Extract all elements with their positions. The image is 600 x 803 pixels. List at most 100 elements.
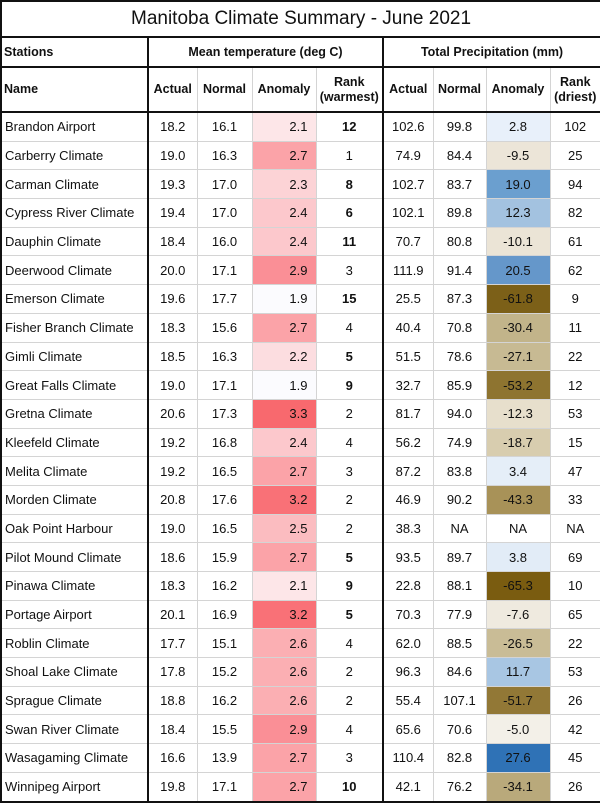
precip-anomaly-cell: -18.7 bbox=[485, 427, 551, 458]
temp-rank-cell: 4 bbox=[315, 427, 384, 458]
precip-actual-cell: 96.3 bbox=[382, 657, 434, 687]
precip-anomaly-cell: 12.3 bbox=[485, 198, 551, 228]
station-name-cell: Pilot Mound Climate bbox=[0, 542, 149, 572]
precip-anomaly-cell: 27.6 bbox=[485, 743, 551, 773]
temp-rank-cell: 12 bbox=[315, 111, 384, 142]
group-header-stations: Stations bbox=[0, 36, 149, 68]
table-row: Gimli Climate 18.5 16.3 2.2 5 51.5 78.6 -27.1 22 bbox=[0, 341, 600, 372]
temp-actual-cell: 18.6 bbox=[147, 542, 198, 572]
temp-actual-cell: 19.0 bbox=[147, 513, 198, 544]
col-header-temp-rank: Rank (warmest) bbox=[315, 66, 384, 113]
precip-anomaly-cell: -7.6 bbox=[485, 599, 551, 630]
temp-rank-cell: 2 bbox=[315, 398, 384, 429]
station-name-cell: Gimli Climate bbox=[0, 341, 149, 372]
precip-actual-cell: 55.4 bbox=[382, 685, 434, 716]
station-name-cell: Cypress River Climate bbox=[0, 198, 149, 228]
temp-normal-cell: 15.1 bbox=[196, 628, 253, 659]
table-row: Fisher Branch Climate 18.3 15.6 2.7 4 40.4 70.… bbox=[0, 312, 600, 343]
precip-normal-cell: 88.5 bbox=[432, 628, 487, 659]
precip-actual-cell: 102.1 bbox=[382, 198, 434, 228]
precip-actual-cell: 111.9 bbox=[382, 255, 434, 286]
temp-normal-cell: 16.8 bbox=[196, 427, 253, 458]
temp-actual-cell: 18.8 bbox=[147, 685, 198, 716]
precip-anomaly-cell: -9.5 bbox=[485, 140, 551, 171]
temp-normal-cell: 15.2 bbox=[196, 657, 253, 687]
temp-anomaly-cell: 1.9 bbox=[251, 284, 317, 314]
temp-actual-cell: 20.0 bbox=[147, 255, 198, 286]
precip-normal-cell: 94.0 bbox=[432, 398, 487, 429]
temp-rank-cell: 8 bbox=[315, 169, 384, 200]
table-row: Pinawa Climate 18.3 16.2 2.1 9 22.8 88.1 -65.3 1… bbox=[0, 571, 600, 601]
temp-actual-cell: 18.4 bbox=[147, 226, 198, 257]
precip-normal-cell: 80.8 bbox=[432, 226, 487, 257]
precip-rank-cell: 94 bbox=[549, 169, 600, 200]
station-name-cell: Melita Climate bbox=[0, 456, 149, 486]
station-name-cell: Swan River Climate bbox=[0, 714, 149, 745]
precip-normal-cell: 85.9 bbox=[432, 370, 487, 400]
temp-actual-cell: 19.8 bbox=[147, 771, 198, 803]
temp-rank-cell: 2 bbox=[315, 685, 384, 716]
precip-rank-cell: 42 bbox=[549, 714, 600, 745]
station-name-cell: Kleefeld Climate bbox=[0, 427, 149, 458]
station-name-cell: Pinawa Climate bbox=[0, 571, 149, 601]
temp-actual-cell: 17.8 bbox=[147, 657, 198, 687]
temp-actual-cell: 18.2 bbox=[147, 111, 198, 142]
temp-rank-cell: 4 bbox=[315, 628, 384, 659]
temp-actual-cell: 18.5 bbox=[147, 341, 198, 372]
col-header-temp-anomaly: Anomaly bbox=[251, 66, 317, 113]
station-name-cell: Great Falls Climate bbox=[0, 370, 149, 400]
table-row: Shoal Lake Climate 17.8 15.2 2.6 2 96.3 84.6 11… bbox=[0, 657, 600, 687]
station-name-cell: Deerwood Climate bbox=[0, 255, 149, 286]
station-name-cell: Dauphin Climate bbox=[0, 226, 149, 257]
table-body: Brandon Airport 18.2 16.1 2.1 12 102.6 99.8 2.8… bbox=[0, 111, 600, 803]
precip-actual-cell: 81.7 bbox=[382, 398, 434, 429]
precip-anomaly-cell: 3.4 bbox=[485, 456, 551, 486]
temp-actual-cell: 18.3 bbox=[147, 312, 198, 343]
temp-actual-cell: 20.6 bbox=[147, 398, 198, 429]
temp-normal-cell: 16.0 bbox=[196, 226, 253, 257]
table-row: Pilot Mound Climate 18.6 15.9 2.7 5 93.5 89.7 3… bbox=[0, 542, 600, 572]
precip-normal-cell: 99.8 bbox=[432, 111, 487, 142]
precip-anomaly-cell: 20.5 bbox=[485, 255, 551, 286]
col-header-precip-rank: Rank (driest) bbox=[549, 66, 600, 113]
col-header-temp-actual: Actual bbox=[147, 66, 198, 113]
precip-actual-cell: 42.1 bbox=[382, 771, 434, 803]
precip-anomaly-cell: -12.3 bbox=[485, 398, 551, 429]
col-header-precip-anomaly: Anomaly bbox=[485, 66, 551, 113]
temp-rank-cell: 9 bbox=[315, 370, 384, 400]
precip-normal-cell: 77.9 bbox=[432, 599, 487, 630]
precip-normal-cell: NA bbox=[432, 513, 487, 544]
temp-rank-cell: 3 bbox=[315, 255, 384, 286]
precip-actual-cell: 25.5 bbox=[382, 284, 434, 314]
precip-anomaly-cell: 19.0 bbox=[485, 169, 551, 200]
precip-actual-cell: 74.9 bbox=[382, 140, 434, 171]
temp-normal-cell: 16.3 bbox=[196, 341, 253, 372]
temp-normal-cell: 17.7 bbox=[196, 284, 253, 314]
precip-anomaly-cell: -65.3 bbox=[485, 571, 551, 601]
precip-actual-cell: 22.8 bbox=[382, 571, 434, 601]
table-row: Swan River Climate 18.4 15.5 2.9 4 65.6 70.6 -5… bbox=[0, 714, 600, 745]
temp-anomaly-cell: 2.7 bbox=[251, 771, 317, 803]
precip-rank-cell: 26 bbox=[549, 685, 600, 716]
temp-normal-cell: 16.2 bbox=[196, 685, 253, 716]
table-row: Carberry Climate 19.0 16.3 2.7 1 74.9 84.4 -9.5… bbox=[0, 140, 600, 171]
temp-anomaly-cell: 2.7 bbox=[251, 456, 317, 486]
precip-rank-cell: 61 bbox=[549, 226, 600, 257]
precip-rank-cell: 9 bbox=[549, 284, 600, 314]
precip-anomaly-cell: -26.5 bbox=[485, 628, 551, 659]
col-header-precip-actual: Actual bbox=[382, 66, 434, 113]
temp-rank-cell: 4 bbox=[315, 714, 384, 745]
precip-rank-cell: 102 bbox=[549, 111, 600, 142]
precip-normal-cell: 89.8 bbox=[432, 198, 487, 228]
precip-anomaly-cell: 11.7 bbox=[485, 657, 551, 687]
precip-anomaly-cell: -5.0 bbox=[485, 714, 551, 745]
table-row: Portage Airport 20.1 16.9 3.2 5 70.3 77.9 -7.6 6… bbox=[0, 599, 600, 630]
precip-actual-cell: 46.9 bbox=[382, 484, 434, 515]
table-row: Wasagaming Climate 16.6 13.9 2.7 3 110.4 82.8 2… bbox=[0, 743, 600, 773]
precip-normal-cell: 88.1 bbox=[432, 571, 487, 601]
table-row: Roblin Climate 17.7 15.1 2.6 4 62.0 88.5 -26.5 2… bbox=[0, 628, 600, 659]
temp-rank-cell: 3 bbox=[315, 456, 384, 486]
temp-anomaly-cell: 2.2 bbox=[251, 341, 317, 372]
precip-actual-cell: 38.3 bbox=[382, 513, 434, 544]
